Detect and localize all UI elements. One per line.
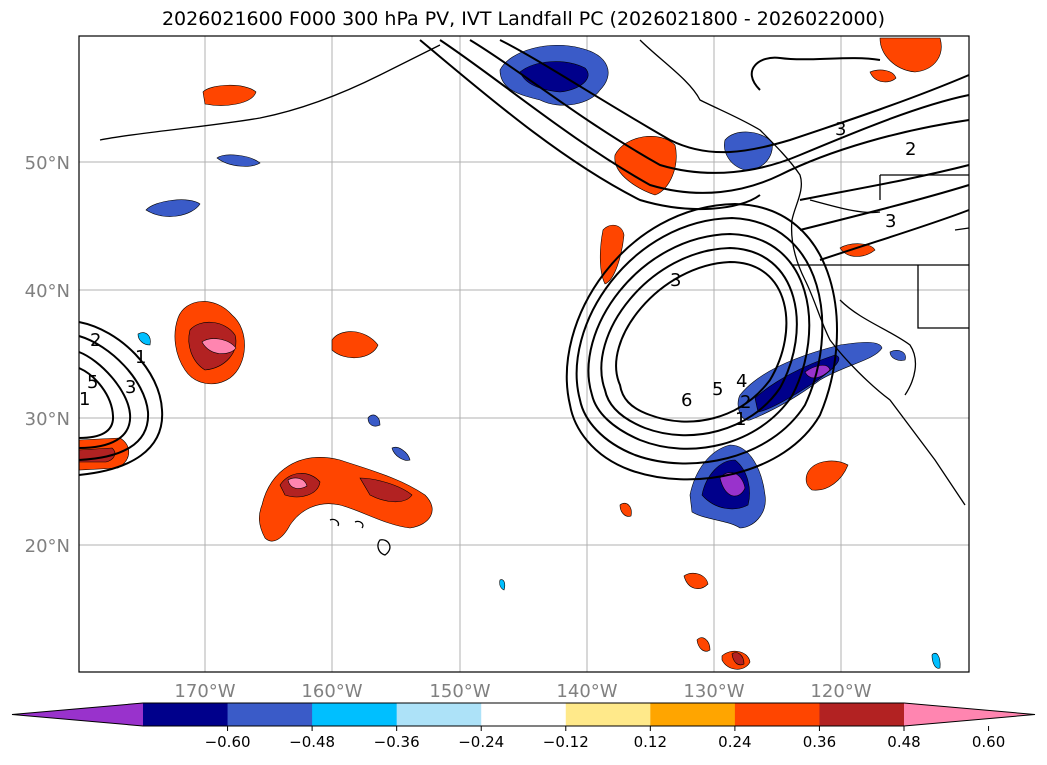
contour-label: 2 [90,330,101,351]
contour-label: 3 [125,377,136,398]
lat-label: 50°N [25,153,70,174]
lon-label: 150°W [429,681,490,702]
lat-label: 40°N [25,281,70,302]
contour-label: 3 [835,119,846,140]
colorbar-tick-label: 0.12 [634,733,667,751]
contour-label: 6 [681,390,692,411]
colorbar-tick-label: −0.60 [205,733,251,751]
colorbar-segment [227,703,313,726]
contour-label: 3 [670,270,681,291]
colorbar-segment [819,703,905,726]
lat-label: 20°N [25,536,70,557]
lon-label: 140°W [556,681,617,702]
lat-labels: 50°N 40°N 30°N 20°N [25,153,70,557]
colorbar-tick-label: −0.12 [543,733,589,751]
colorbar-tick-label: 0.36 [803,733,836,751]
lon-label: 120°W [810,681,871,702]
colorbar-segment [650,703,736,726]
contour-label: 5 [87,372,98,393]
contour-label: 4 [736,371,747,392]
colorbar-tick-label: −0.36 [374,733,420,751]
colorbar-tick-label: −0.48 [289,733,335,751]
pv-shading [78,37,942,670]
contour-label: 1 [135,347,146,368]
colorbar-extend-high [904,703,1035,726]
contour-label: 3 [885,211,896,232]
contour-label: 1 [79,389,90,410]
colorbar-tick-label: 0.60 [972,733,1005,751]
colorbar-segment [565,703,651,726]
colorbar-outline [11,702,1036,727]
colorbar-segment [734,703,820,726]
colorbar-extend-low [12,703,143,726]
colorbar: −0.60 −0.48 −0.36 −0.24 −0.12 0.12 0.24 0.36 0.4… [11,702,1036,751]
map-title: 2026021600 F000 300 hPa PV, IVT Landfall… [161,8,886,30]
colorbar-segment [143,703,229,726]
contour-label: 1 [735,409,746,430]
lon-label: 170°W [174,681,235,702]
contour-label: 2 [740,392,751,413]
contour-labels: 3 2 3 3 6 5 4 1 2 1 5 3 2 1 [79,119,916,430]
lon-labels: 170°W 160°W 150°W 140°W 130°W 120°W [174,681,871,702]
lon-label: 130°W [683,681,744,702]
colorbar-tick-label: 0.24 [718,733,751,751]
colorbar-segment [481,703,567,726]
coastlines [99,39,970,556]
map-border [78,35,970,673]
contour-label: 5 [712,379,723,400]
lon-label: 160°W [301,681,362,702]
colorbar-tick-label: 0.48 [887,733,920,751]
contour-label: 2 [905,139,916,160]
colorbar-segment [312,703,398,726]
lat-label: 30°N [25,409,70,430]
colorbar-tick-label: −0.24 [458,733,504,751]
colorbar-segment [396,703,482,726]
ivt-contours [78,39,970,481]
